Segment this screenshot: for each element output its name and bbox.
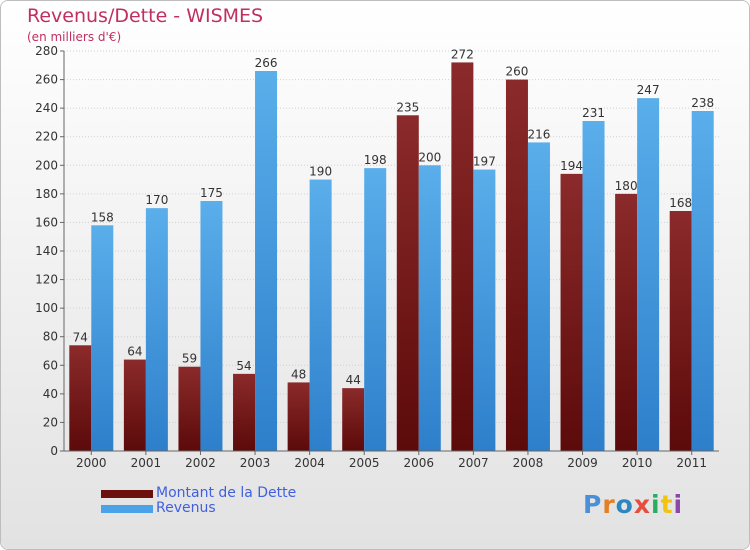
x-tick-label: 2011 xyxy=(676,456,707,470)
data-labels: 74 158 64 170 59 175 54 266 48 190 44 198 235 200 272 1… xyxy=(73,47,715,387)
bar-dette xyxy=(669,211,692,451)
data-label-revenus: 197 xyxy=(473,155,496,169)
data-label-dette: 194 xyxy=(560,159,583,173)
data-label-revenus: 158 xyxy=(91,210,114,224)
bar-revenus xyxy=(364,168,387,451)
bar-revenus xyxy=(637,98,660,452)
data-label-revenus: 216 xyxy=(528,127,551,141)
data-label-revenus: 200 xyxy=(418,150,441,164)
data-label-dette: 74 xyxy=(73,330,88,344)
data-label-revenus: 231 xyxy=(582,106,605,120)
data-label-dette: 64 xyxy=(127,345,142,359)
y-tick-label: 40 xyxy=(43,387,58,401)
legend-label-revenus: Revenus xyxy=(156,500,216,516)
bar-dette xyxy=(178,366,201,451)
logo-letter: i xyxy=(651,490,661,519)
x-tick-label: 2000 xyxy=(76,456,107,470)
chart-subtitle: (en milliers d'€) xyxy=(27,30,122,44)
data-label-dette: 272 xyxy=(451,47,474,61)
x-tick-label: 2008 xyxy=(513,456,544,470)
x-tick-label: 2001 xyxy=(131,456,162,470)
logo-letter: P xyxy=(583,490,603,519)
bar-revenus xyxy=(473,169,496,452)
y-tick-label: 240 xyxy=(35,101,58,115)
y-tick-label: 280 xyxy=(35,44,58,58)
bar-dette xyxy=(123,359,146,451)
y-tick-label: 140 xyxy=(35,244,58,258)
y-tick-label: 220 xyxy=(35,130,58,144)
y-tick-label: 180 xyxy=(35,187,58,201)
data-label-dette: 54 xyxy=(236,359,251,373)
data-label-revenus: 247 xyxy=(637,83,660,97)
bar-dette xyxy=(233,373,256,451)
bars xyxy=(69,62,714,452)
y-tick-label: 20 xyxy=(43,415,58,429)
legend-swatch-dette xyxy=(101,490,153,498)
data-label-dette: 180 xyxy=(615,179,638,193)
bar-dette xyxy=(287,382,310,451)
y-tick-label: 120 xyxy=(35,273,58,287)
data-label-revenus: 170 xyxy=(145,193,168,207)
x-axis: 2000 2001 2002 2003 2004 2005 2006 2007 2008 2009… xyxy=(64,450,719,470)
y-tick-label: 100 xyxy=(35,301,58,315)
y-tick-label: 60 xyxy=(43,358,58,372)
bar-dette xyxy=(615,193,638,451)
bar-dette xyxy=(560,173,583,451)
x-tick-label: 2006 xyxy=(404,456,435,470)
legend-swatch-revenus xyxy=(101,505,153,513)
logo-letter: t xyxy=(660,490,674,519)
bar-revenus xyxy=(91,225,114,451)
data-label-revenus: 175 xyxy=(200,186,223,200)
bar-dette xyxy=(505,79,528,452)
y-tick-label: 80 xyxy=(43,330,58,344)
x-tick-label: 2005 xyxy=(349,456,380,470)
data-label-dette: 59 xyxy=(182,352,197,366)
chart-title: Revenus/Dette - WISMES xyxy=(27,5,264,27)
x-tick-label: 2007 xyxy=(458,456,489,470)
x-tick-label: 2002 xyxy=(185,456,216,470)
x-tick-label: 2004 xyxy=(294,456,325,470)
logo-letter: x xyxy=(633,490,651,519)
logo-letter: i xyxy=(673,490,684,519)
y-tick-label: 260 xyxy=(35,73,58,87)
data-label-dette: 235 xyxy=(396,100,419,114)
bar-dette xyxy=(342,388,365,451)
data-label-revenus: 266 xyxy=(255,56,278,70)
bar-dette xyxy=(451,62,474,452)
bar-revenus xyxy=(255,71,278,451)
data-label-dette: 260 xyxy=(506,65,529,79)
bar-revenus xyxy=(527,142,550,451)
bar-revenus xyxy=(691,111,714,451)
data-label-revenus: 190 xyxy=(309,165,332,179)
y-tick-label: 160 xyxy=(35,215,58,229)
logo-letter: o xyxy=(615,490,634,519)
bar-dette xyxy=(69,345,92,451)
y-tick-label: 200 xyxy=(35,158,58,172)
data-label-revenus: 198 xyxy=(364,153,387,167)
data-label-dette: 168 xyxy=(669,196,692,210)
logo-letter: r xyxy=(602,490,616,519)
bar-revenus xyxy=(418,165,441,452)
x-tick-label: 2010 xyxy=(622,456,653,470)
proxiti-logo: Proxiti xyxy=(583,490,683,519)
bar-dette xyxy=(396,115,419,452)
x-tick-label: 2003 xyxy=(240,456,271,470)
data-label-revenus: 238 xyxy=(691,96,714,110)
y-axis: 0 20 40 60 80 100 120 140 160 180 200 220 240 260 280 xyxy=(35,44,65,458)
bar-revenus xyxy=(309,179,332,452)
bar-revenus xyxy=(582,121,605,451)
data-label-dette: 44 xyxy=(346,373,361,387)
bar-revenus xyxy=(145,208,168,451)
legend-label-dette: Montant de la Dette xyxy=(156,485,297,501)
y-tick-label: 0 xyxy=(50,444,58,458)
data-label-dette: 48 xyxy=(291,367,306,381)
x-tick-label: 2009 xyxy=(567,456,598,470)
bar-revenus xyxy=(200,201,223,451)
